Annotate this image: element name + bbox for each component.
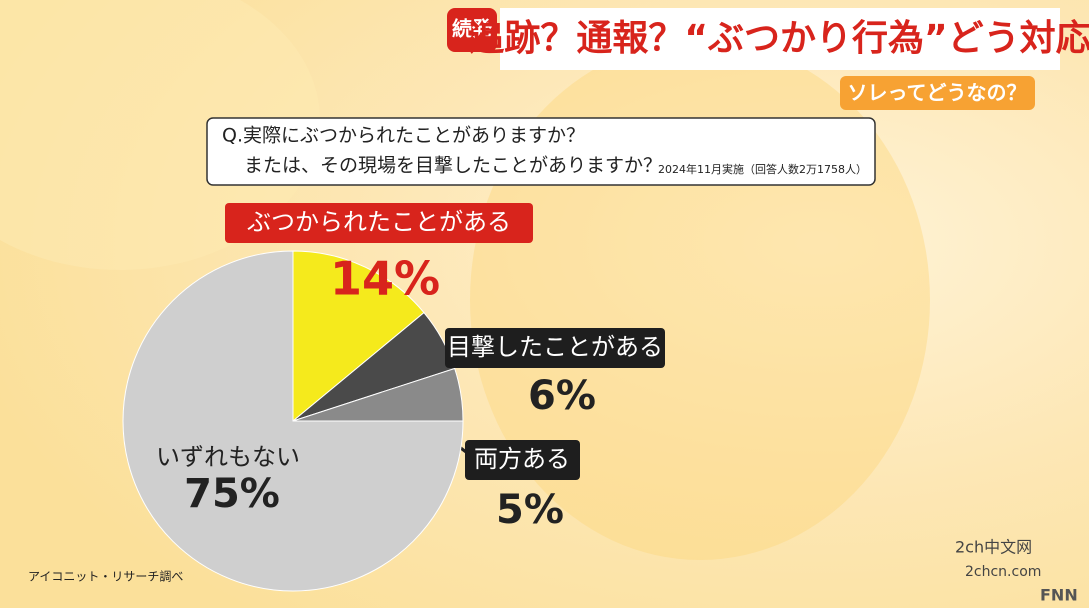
pie-slice: [122, 250, 464, 592]
label-box: [445, 328, 665, 368]
corner-box: [840, 76, 1035, 110]
category-label: 目撃したことがある: [447, 333, 663, 361]
label-box: [225, 203, 533, 243]
value-label: 14%: [330, 252, 440, 306]
value-label: 5%: [496, 487, 564, 533]
headline-box: [500, 8, 1060, 70]
watermark: 2chcn.com: [965, 564, 1041, 580]
tag: 続発: [452, 17, 493, 41]
source: アイコニット・リサーチ調べ: [28, 570, 183, 584]
value-label: 6%: [528, 373, 596, 419]
pie: [122, 250, 464, 592]
question: または、その現場を目撃したことがありますか？: [244, 155, 662, 177]
corner-title: ソレってどうなの？: [848, 81, 1027, 105]
pie-slice: [292, 250, 425, 423]
headline: 追跡？通報？“ぶつかり行為”どう対応: [468, 18, 1089, 59]
value-label: 75%: [184, 471, 280, 517]
label-box: [465, 440, 580, 480]
category-label: 両方ある: [474, 445, 570, 473]
watermark: 2ch中文网: [955, 538, 1032, 557]
tag-box: [447, 8, 497, 52]
category-label: ぶつかられたことがある: [247, 208, 511, 236]
logo: FNN: [1040, 586, 1078, 605]
category-label: いずれもない: [156, 443, 300, 471]
bg-shape: [0, 0, 320, 270]
question: Q.実際にぶつかられたことがありますか？: [222, 125, 585, 147]
survey-note: 2024年11月実施（回答人数2万1758人）: [658, 162, 867, 176]
question-box: [206, 117, 876, 186]
